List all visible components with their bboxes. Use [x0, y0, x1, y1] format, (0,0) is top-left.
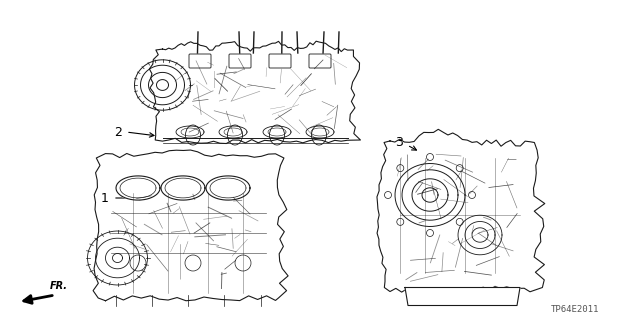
Polygon shape — [161, 176, 205, 200]
Polygon shape — [405, 287, 520, 306]
Polygon shape — [116, 176, 160, 200]
Text: TP64E2011: TP64E2011 — [551, 306, 599, 315]
Polygon shape — [149, 41, 360, 144]
Polygon shape — [206, 176, 250, 200]
Text: 3: 3 — [395, 137, 403, 150]
Text: 1: 1 — [101, 191, 109, 204]
Polygon shape — [377, 129, 545, 293]
Text: FR.: FR. — [50, 281, 68, 291]
Text: 2: 2 — [114, 125, 122, 138]
Polygon shape — [93, 150, 288, 301]
